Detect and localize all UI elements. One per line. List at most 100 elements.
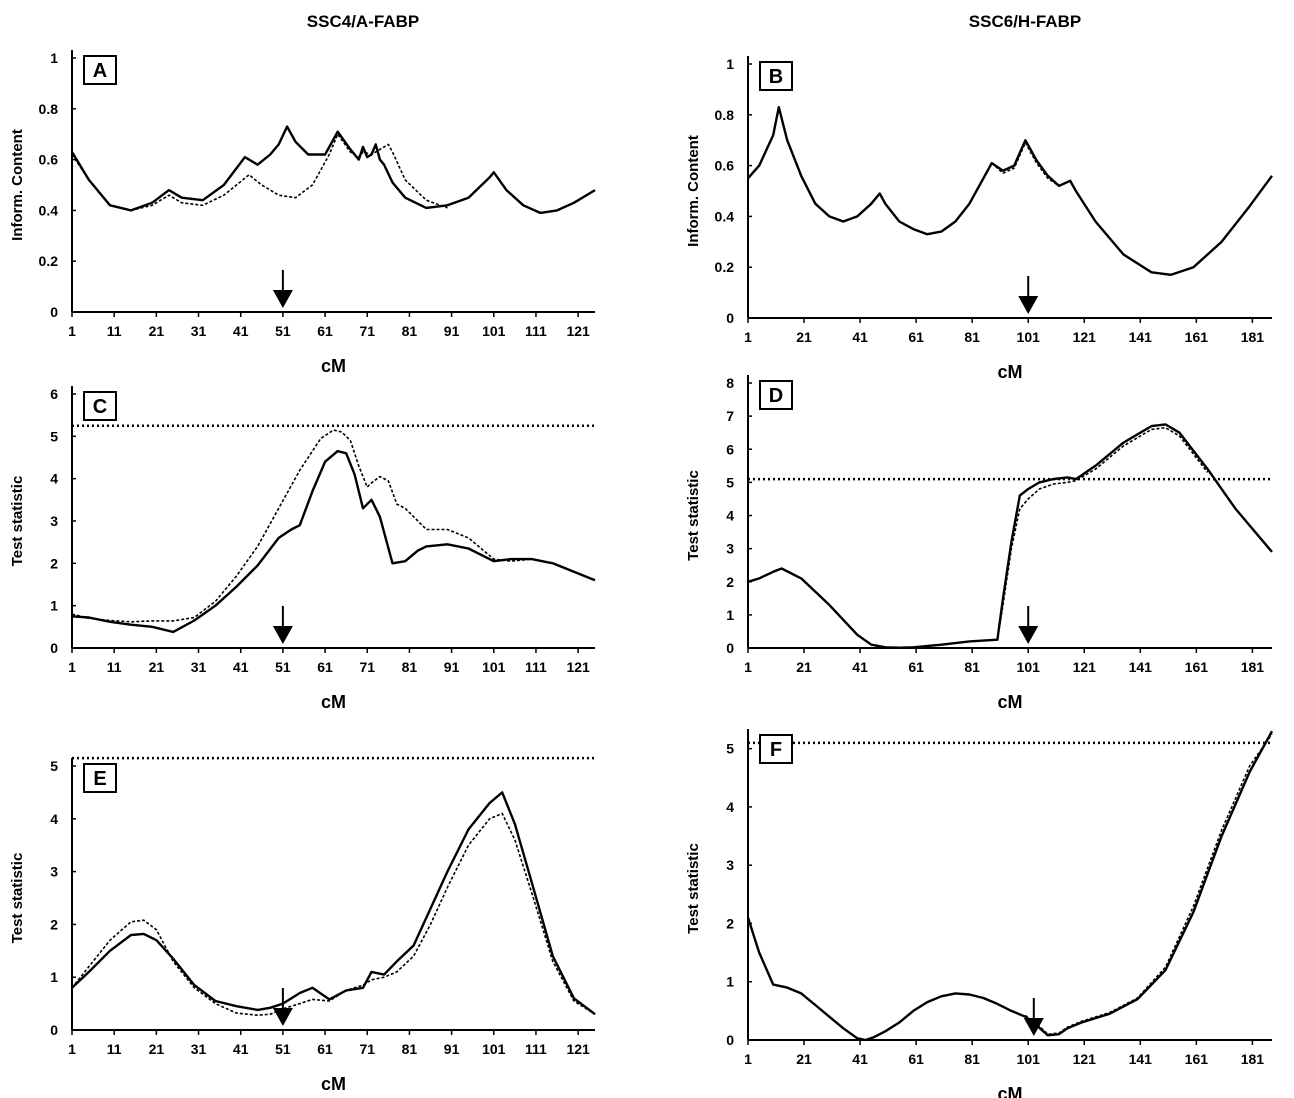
x-tick-label: 41 <box>233 323 249 339</box>
x-tick-label: 61 <box>317 1041 333 1057</box>
x-tick-label: 101 <box>1017 659 1041 675</box>
x-tick-label: 161 <box>1185 1051 1209 1067</box>
x-tick-label: 111 <box>525 659 547 675</box>
x-tick-label: 81 <box>964 1051 980 1067</box>
panel-b: 00.20.40.60.811 21 41 61 81 101 121 141 161 181cM… <box>685 56 1273 382</box>
x-tick-label: 141 <box>1129 329 1153 345</box>
marker-arrow-icon <box>1018 296 1039 314</box>
y-axis-label: Test statistic <box>685 843 702 934</box>
x-tick-label: 101 <box>482 1041 506 1057</box>
x-tick-label: 141 <box>1129 659 1153 675</box>
x-tick-label: 21 <box>149 323 165 339</box>
x-tick-label: 121 <box>566 659 590 675</box>
x-tick-label: 61 <box>908 1051 924 1067</box>
x-tick-label: 41 <box>852 659 868 675</box>
y-tick-label: 0 <box>726 1032 734 1048</box>
y-tick-label: 3 <box>726 541 734 557</box>
x-tick-label: 61 <box>317 323 333 339</box>
x-tick-label: 41 <box>852 1051 868 1067</box>
x-tick-label: 51 <box>275 659 291 675</box>
y-tick-label: 6 <box>50 386 58 402</box>
y-axis-label: Test statistic <box>9 476 26 567</box>
x-tick-label: 101 <box>1017 329 1041 345</box>
x-tick-label: 51 <box>275 1041 291 1057</box>
x-axis-label: cM <box>321 692 346 712</box>
x-tick-label: 21 <box>796 329 812 345</box>
x-tick-label: 1 <box>744 329 752 345</box>
y-tick-label: 0 <box>726 640 734 656</box>
x-tick-label: 1 <box>744 659 752 675</box>
x-tick-label: 21 <box>796 659 812 675</box>
x-tick-label: 41 <box>233 1041 249 1057</box>
x-tick-label: 1 <box>68 323 76 339</box>
x-tick-label: 121 <box>1073 659 1097 675</box>
column-title-ssc6: SSC6/H-FABP <box>968 12 1082 31</box>
y-tick-label: 0.6 <box>39 152 59 168</box>
y-tick-label: 0 <box>50 1022 58 1038</box>
x-tick-label: 161 <box>1185 329 1209 345</box>
panel-label: F <box>770 739 782 761</box>
marker-arrow-icon <box>272 290 293 308</box>
y-tick-label: 0 <box>726 310 734 326</box>
y-tick-label: 7 <box>726 408 734 424</box>
x-tick-label: 101 <box>1017 1051 1041 1067</box>
panel-label: B <box>769 66 783 88</box>
x-tick-label: 1 <box>744 1051 752 1067</box>
x-tick-label: 31 <box>191 323 207 339</box>
y-tick-label: 0.2 <box>39 253 59 269</box>
y-tick-label: 4 <box>726 799 734 815</box>
panel-label: A <box>93 60 107 82</box>
y-tick-label: 5 <box>50 428 58 444</box>
x-tick-label: 81 <box>964 329 980 345</box>
y-tick-label: 0.6 <box>715 158 735 174</box>
x-tick-label: 91 <box>444 323 460 339</box>
x-tick-label: 141 <box>1129 1051 1153 1067</box>
x-tick-label: 21 <box>796 1051 812 1067</box>
y-axis-label: Test statistic <box>685 470 702 561</box>
y-tick-label: 8 <box>726 375 734 391</box>
panel-label: C <box>93 396 107 418</box>
y-tick-label: 1 <box>50 969 58 985</box>
x-tick-label: 1 <box>68 1041 76 1057</box>
y-tick-label: 1 <box>726 607 734 623</box>
series-line-solid <box>70 125 596 215</box>
x-axis-label: cM <box>997 1084 1022 1098</box>
x-tick-label: 101 <box>482 659 506 675</box>
x-tick-label: 71 <box>359 323 375 339</box>
y-tick-label: 1 <box>726 974 734 990</box>
series-line-dotted <box>1024 733 1273 1035</box>
marker-arrow-icon <box>272 1008 293 1026</box>
x-tick-label: 21 <box>149 1041 165 1057</box>
series-line-dotted <box>71 133 448 212</box>
series-line-solid <box>746 730 1274 1042</box>
x-tick-label: 111 <box>525 323 547 339</box>
x-tick-label: 31 <box>191 659 207 675</box>
y-tick-label: 1 <box>50 598 58 614</box>
x-tick-label: 31 <box>191 1041 207 1057</box>
series-line-dotted <box>71 429 532 623</box>
y-axis-label: Inform. Content <box>9 129 26 241</box>
x-tick-label: 181 <box>1241 1051 1265 1067</box>
y-tick-label: 2 <box>50 916 58 932</box>
x-tick-label: 121 <box>1073 1051 1097 1067</box>
y-tick-label: 4 <box>50 471 58 487</box>
x-tick-label: 61 <box>317 659 333 675</box>
column-title-ssc4: SSC4/A-FABP <box>306 12 420 31</box>
series-line-dotted <box>991 141 1077 192</box>
x-axis-label: cM <box>997 692 1022 712</box>
y-tick-label: 0 <box>50 640 58 656</box>
y-tick-label: 0.8 <box>715 107 735 123</box>
series-line-solid <box>71 791 596 1016</box>
y-tick-label: 3 <box>50 864 58 880</box>
y-tick-label: 0.8 <box>39 101 59 117</box>
y-axis-label: Test statistic <box>9 853 26 944</box>
y-tick-label: 3 <box>50 513 58 529</box>
y-tick-label: 2 <box>726 915 734 931</box>
x-tick-label: 71 <box>359 1041 375 1057</box>
panel-label-box <box>759 61 793 91</box>
